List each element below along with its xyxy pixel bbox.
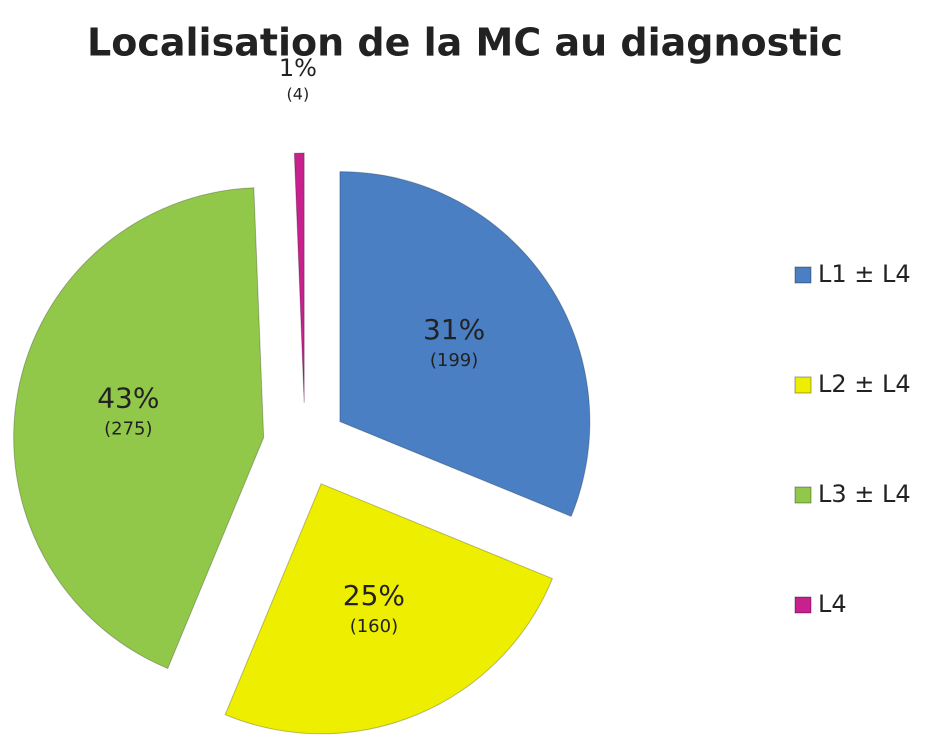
legend-swatch (794, 596, 812, 614)
percentage-label: 25% (343, 579, 405, 612)
value-label: (275) (104, 418, 152, 439)
legend-label: L2 ± L4 (818, 370, 911, 398)
value-label: (160) (350, 616, 398, 637)
value-label: (4) (287, 85, 310, 104)
legend-label: L4 (818, 590, 847, 618)
pie-slice (224, 483, 554, 735)
legend-swatch (794, 376, 812, 394)
pie-slice (339, 171, 591, 518)
legend-swatch (794, 266, 812, 284)
legend-swatch (794, 486, 812, 504)
chart-title: Localisation de la MC au diagnostic (87, 21, 843, 65)
percentage-label: 31% (423, 313, 485, 346)
legend-label: L1 ± L4 (818, 260, 911, 288)
percentage-label: 43% (97, 381, 159, 414)
value-label: (199) (430, 350, 478, 371)
pie-slice (293, 152, 305, 404)
percentage-label: 1% (279, 54, 317, 82)
pie-slice (13, 187, 265, 670)
legend-label: L3 ± L4 (818, 480, 911, 508)
